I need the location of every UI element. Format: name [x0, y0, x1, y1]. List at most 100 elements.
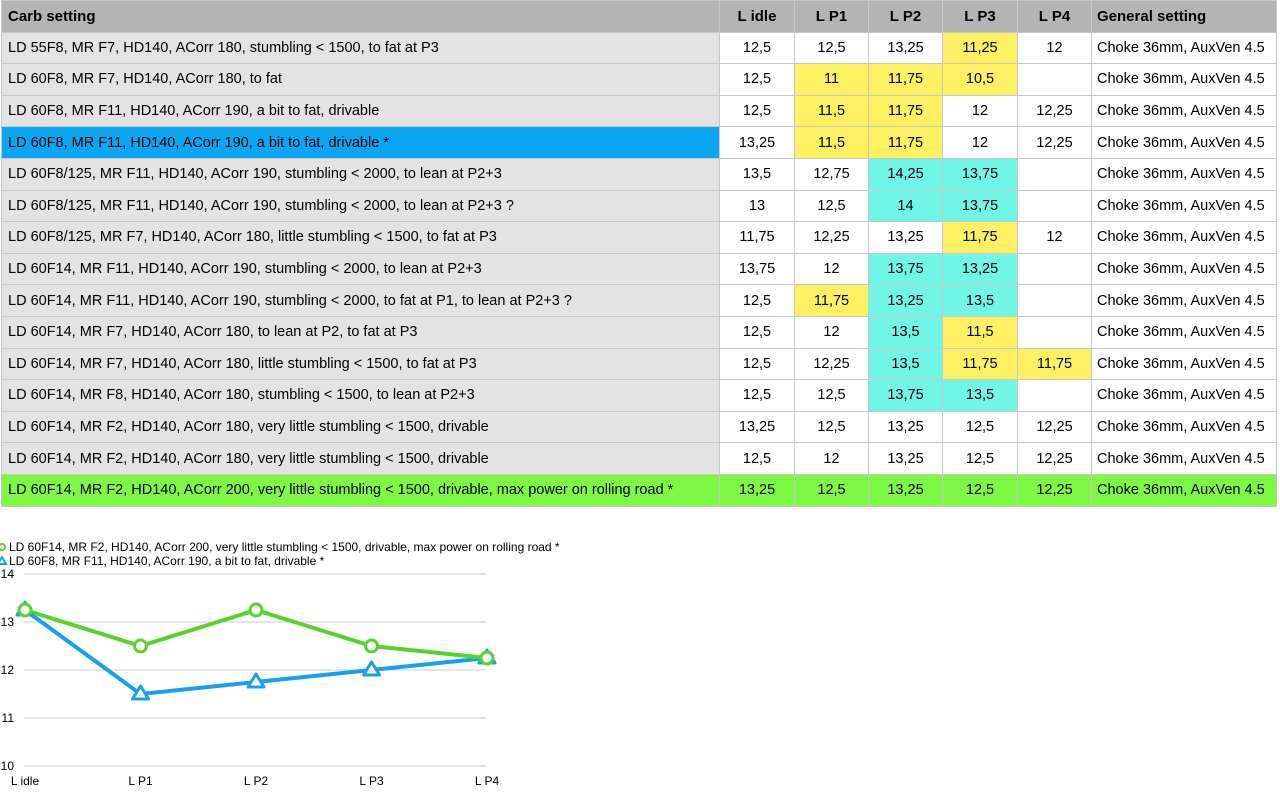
cell-l-p3[interactable]: 13,5	[942, 284, 1018, 317]
cell-l-idle[interactable]: 13,25	[719, 126, 795, 159]
cell-general-setting[interactable]: Choke 36mm, AuxVen 4.5	[1091, 315, 1277, 349]
cell-general-setting[interactable]: Choke 36mm, AuxVen 4.5	[1091, 189, 1277, 223]
cell-l-p1[interactable]: 12,5	[794, 189, 869, 223]
cell-general-setting[interactable]: Choke 36mm, AuxVen 4.5	[1091, 221, 1277, 254]
cell-carb-setting[interactable]: LD 60F14, MR F2, HD140, ACorr 180, very …	[1, 410, 720, 444]
cell-l-idle[interactable]: 12,5	[719, 347, 795, 381]
cell-l-p1[interactable]: 12	[794, 252, 869, 286]
cell-l-p3[interactable]: 13,75	[942, 189, 1018, 223]
cell-general-setting[interactable]: Choke 36mm, AuxVen 4.5	[1091, 347, 1277, 381]
cell-l-p3[interactable]: 11,75	[942, 347, 1018, 381]
cell-carb-setting[interactable]: LD 60F14, MR F7, HD140, ACorr 180, to le…	[1, 315, 720, 349]
cell-l-p1[interactable]: 12	[794, 315, 869, 349]
header-l-p3[interactable]: L P3	[942, 0, 1018, 33]
cell-l-p1[interactable]: 12,5	[794, 31, 869, 65]
cell-general-setting[interactable]: Choke 36mm, AuxVen 4.5	[1091, 63, 1277, 96]
cell-l-p3[interactable]: 12	[942, 126, 1018, 159]
cell-l-p2[interactable]: 13,25	[868, 410, 943, 444]
cell-l-idle[interactable]: 13	[719, 189, 795, 223]
cell-l-p1[interactable]: 11,5	[794, 126, 869, 159]
cell-l-p4[interactable]: 12,25	[1017, 126, 1092, 159]
cell-l-idle[interactable]: 11,75	[719, 221, 795, 254]
header-carb-setting[interactable]: Carb setting	[1, 0, 720, 33]
cell-carb-setting[interactable]: LD 60F8/125, MR F11, HD140, ACorr 190, s…	[1, 189, 720, 223]
cell-l-p2[interactable]: 13,25	[868, 284, 943, 317]
cell-l-p2[interactable]: 13,25	[868, 442, 943, 475]
cell-l-idle[interactable]: 12,5	[719, 63, 795, 96]
cell-carb-setting[interactable]: LD 60F8/125, MR F7, HD140, ACorr 180, li…	[1, 221, 720, 254]
cell-l-p2[interactable]: 13,25	[868, 31, 943, 65]
cell-l-p1[interactable]: 12,5	[794, 410, 869, 444]
cell-carb-setting[interactable]: LD 60F8, MR F11, HD140, ACorr 190, a bit…	[1, 126, 720, 159]
cell-carb-setting[interactable]: LD 60F14, MR F8, HD140, ACorr 180, stumb…	[1, 379, 720, 412]
header-l-idle[interactable]: L idle	[719, 0, 795, 33]
cell-l-p4[interactable]: 12	[1017, 31, 1092, 65]
cell-carb-setting[interactable]: LD 60F14, MR F11, HD140, ACorr 190, stum…	[1, 252, 720, 286]
cell-l-p4[interactable]: 12,25	[1017, 473, 1092, 507]
cell-general-setting[interactable]: Choke 36mm, AuxVen 4.5	[1091, 442, 1277, 475]
cell-l-p2[interactable]: 11,75	[868, 94, 943, 128]
cell-l-p2[interactable]: 13,75	[868, 252, 943, 286]
cell-carb-setting[interactable]: LD 55F8, MR F7, HD140, ACorr 180, stumbl…	[1, 31, 720, 65]
cell-l-p4[interactable]	[1017, 315, 1092, 349]
cell-l-p3[interactable]: 12	[942, 94, 1018, 128]
cell-carb-setting[interactable]: LD 60F14, MR F2, HD140, ACorr 180, very …	[1, 442, 720, 475]
cell-l-p4[interactable]: 12	[1017, 221, 1092, 254]
cell-general-setting[interactable]: Choke 36mm, AuxVen 4.5	[1091, 157, 1277, 191]
cell-l-idle[interactable]: 12,5	[719, 94, 795, 128]
cell-l-idle[interactable]: 13,25	[719, 473, 795, 507]
cell-l-p2[interactable]: 13,25	[868, 473, 943, 507]
cell-l-p3[interactable]: 11,5	[942, 315, 1018, 349]
cell-carb-setting[interactable]: LD 60F14, MR F7, HD140, ACorr 180, littl…	[1, 347, 720, 381]
cell-general-setting[interactable]: Choke 36mm, AuxVen 4.5	[1091, 379, 1277, 412]
cell-general-setting[interactable]: Choke 36mm, AuxVen 4.5	[1091, 31, 1277, 65]
cell-l-idle[interactable]: 12,5	[719, 379, 795, 412]
cell-l-p2[interactable]: 11,75	[868, 126, 943, 159]
cell-l-p3[interactable]: 11,75	[942, 221, 1018, 254]
cell-carb-setting[interactable]: LD 60F14, MR F2, HD140, ACorr 200, very …	[1, 473, 720, 507]
cell-general-setting[interactable]: Choke 36mm, AuxVen 4.5	[1091, 252, 1277, 286]
cell-general-setting[interactable]: Choke 36mm, AuxVen 4.5	[1091, 410, 1277, 444]
cell-l-p1[interactable]: 12,75	[794, 157, 869, 191]
cell-l-p3[interactable]: 11,25	[942, 31, 1018, 65]
cell-l-p4[interactable]	[1017, 252, 1092, 286]
cell-l-p4[interactable]: 12,25	[1017, 94, 1092, 128]
cell-l-p4[interactable]: 11,75	[1017, 347, 1092, 381]
cell-l-p2[interactable]: 13,75	[868, 379, 943, 412]
cell-general-setting[interactable]: Choke 36mm, AuxVen 4.5	[1091, 126, 1277, 159]
header-l-p1[interactable]: L P1	[794, 0, 869, 33]
cell-l-idle[interactable]: 13,5	[719, 157, 795, 191]
cell-general-setting[interactable]: Choke 36mm, AuxVen 4.5	[1091, 94, 1277, 128]
cell-carb-setting[interactable]: LD 60F8, MR F11, HD140, ACorr 190, a bit…	[1, 94, 720, 128]
cell-l-p1[interactable]: 12,5	[794, 473, 869, 507]
cell-l-p2[interactable]: 14	[868, 189, 943, 223]
cell-l-p4[interactable]	[1017, 284, 1092, 317]
cell-carb-setting[interactable]: LD 60F8, MR F7, HD140, ACorr 180, to fat	[1, 63, 720, 96]
cell-l-p2[interactable]: 11,75	[868, 63, 943, 96]
cell-l-p3[interactable]: 13,5	[942, 379, 1018, 412]
cell-l-idle[interactable]: 12,5	[719, 315, 795, 349]
cell-l-p4[interactable]	[1017, 63, 1092, 96]
cell-l-idle[interactable]: 12,5	[719, 442, 795, 475]
cell-l-p3[interactable]: 13,75	[942, 157, 1018, 191]
cell-l-p3[interactable]: 12,5	[942, 473, 1018, 507]
cell-l-p4[interactable]: 12,25	[1017, 442, 1092, 475]
cell-l-p4[interactable]	[1017, 189, 1092, 223]
cell-l-p2[interactable]: 14,25	[868, 157, 943, 191]
cell-l-p1[interactable]: 12,25	[794, 221, 869, 254]
cell-l-p2[interactable]: 13,5	[868, 315, 943, 349]
cell-l-p1[interactable]: 11,5	[794, 94, 869, 128]
cell-l-idle[interactable]: 13,25	[719, 410, 795, 444]
cell-l-p4[interactable]	[1017, 379, 1092, 412]
cell-l-idle[interactable]: 13,75	[719, 252, 795, 286]
cell-l-p1[interactable]: 12	[794, 442, 869, 475]
cell-l-p3[interactable]: 12,5	[942, 410, 1018, 444]
header-l-p4[interactable]: L P4	[1017, 0, 1092, 33]
header-general-setting[interactable]: General setting	[1091, 0, 1277, 33]
cell-l-p1[interactable]: 11,75	[794, 284, 869, 317]
cell-carb-setting[interactable]: LD 60F14, MR F11, HD140, ACorr 190, stum…	[1, 284, 720, 317]
cell-l-p1[interactable]: 12,25	[794, 347, 869, 381]
cell-l-p3[interactable]: 13,25	[942, 252, 1018, 286]
cell-carb-setting[interactable]: LD 60F8/125, MR F11, HD140, ACorr 190, s…	[1, 157, 720, 191]
cell-l-p1[interactable]: 12,5	[794, 379, 869, 412]
